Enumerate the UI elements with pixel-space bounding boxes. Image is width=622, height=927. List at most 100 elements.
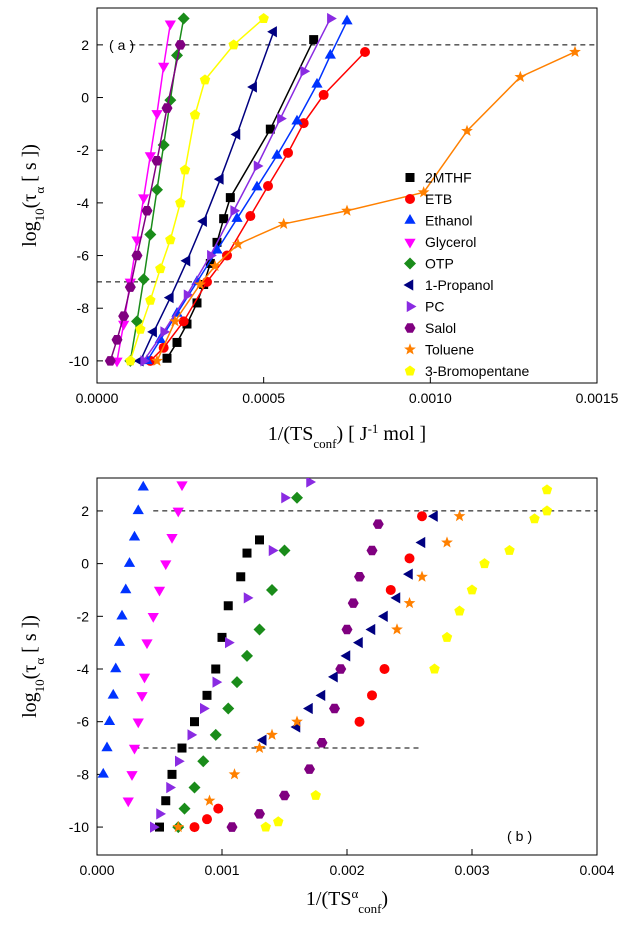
marker bbox=[180, 255, 191, 267]
legend-label: 1-Propanol bbox=[425, 277, 494, 293]
marker bbox=[354, 716, 365, 727]
marker bbox=[300, 65, 311, 77]
label-part: 1/(TS bbox=[268, 423, 314, 445]
marker bbox=[340, 650, 351, 662]
marker bbox=[441, 536, 453, 548]
marker bbox=[155, 263, 166, 274]
marker bbox=[156, 808, 166, 820]
marker bbox=[241, 649, 253, 662]
marker bbox=[281, 492, 291, 504]
legend-label: ETB bbox=[425, 191, 452, 207]
label-part: (τ bbox=[19, 665, 41, 680]
marker bbox=[131, 250, 143, 261]
marker bbox=[541, 484, 553, 495]
marker bbox=[164, 20, 176, 31]
label-part: log bbox=[19, 221, 41, 247]
plot-area bbox=[104, 12, 581, 368]
marker bbox=[479, 558, 490, 569]
legend-label: Glycerol bbox=[425, 234, 476, 250]
marker bbox=[219, 214, 229, 224]
marker bbox=[277, 217, 290, 229]
marker bbox=[266, 728, 278, 740]
y-tick-label: 0 bbox=[81, 90, 89, 106]
marker bbox=[366, 545, 378, 556]
marker bbox=[278, 544, 291, 557]
marker bbox=[253, 741, 266, 754]
legend-marker bbox=[404, 343, 416, 355]
marker bbox=[138, 673, 151, 684]
marker bbox=[150, 821, 160, 833]
marker bbox=[147, 326, 157, 338]
marker bbox=[416, 570, 428, 582]
legend-marker bbox=[406, 300, 417, 313]
marker bbox=[202, 690, 212, 700]
marker bbox=[304, 764, 315, 774]
marker bbox=[230, 128, 241, 141]
label-part: log bbox=[19, 692, 41, 718]
y-tick-label: -8 bbox=[77, 766, 90, 782]
marker bbox=[303, 702, 313, 715]
marker bbox=[212, 676, 223, 688]
marker bbox=[205, 258, 215, 268]
marker bbox=[291, 715, 303, 727]
marker bbox=[385, 584, 396, 595]
marker bbox=[194, 278, 206, 290]
marker bbox=[309, 35, 319, 45]
label-part: ) bbox=[381, 888, 388, 910]
marker bbox=[192, 298, 202, 308]
legend-label: 2MTHF bbox=[425, 170, 472, 186]
marker bbox=[265, 124, 275, 134]
marker bbox=[298, 118, 309, 129]
marker bbox=[372, 519, 384, 529]
marker bbox=[158, 62, 170, 73]
marker bbox=[131, 236, 143, 247]
marker bbox=[335, 664, 347, 674]
marker bbox=[291, 114, 303, 125]
marker bbox=[203, 794, 216, 806]
marker bbox=[172, 820, 185, 833]
marker bbox=[466, 584, 478, 595]
marker bbox=[279, 790, 290, 801]
marker bbox=[188, 781, 201, 794]
marker bbox=[569, 45, 581, 57]
legend-marker bbox=[405, 173, 415, 182]
legend-label: Toluene bbox=[425, 342, 474, 358]
marker bbox=[514, 70, 527, 83]
marker bbox=[172, 337, 182, 347]
marker bbox=[172, 507, 184, 518]
marker bbox=[116, 609, 128, 620]
marker bbox=[190, 717, 199, 727]
plot-frame bbox=[96, 7, 598, 384]
marker bbox=[189, 822, 200, 833]
marker bbox=[145, 294, 156, 305]
marker bbox=[162, 353, 172, 363]
marker bbox=[267, 26, 277, 38]
marker bbox=[138, 194, 150, 205]
label-part: α bbox=[32, 187, 47, 194]
marker bbox=[243, 592, 254, 604]
x-tick-label: 0.000 bbox=[79, 862, 114, 878]
marker bbox=[107, 688, 119, 699]
label-part: α bbox=[351, 886, 358, 901]
label-part: α bbox=[32, 658, 47, 665]
marker bbox=[209, 728, 222, 741]
marker bbox=[225, 637, 235, 649]
marker bbox=[353, 637, 363, 649]
marker bbox=[242, 548, 252, 558]
label-part: mol ] bbox=[378, 423, 426, 445]
marker bbox=[529, 513, 540, 524]
x-tick-label: 0.0015 bbox=[576, 390, 619, 406]
marker bbox=[403, 596, 416, 609]
marker bbox=[417, 511, 427, 522]
marker bbox=[118, 320, 130, 331]
marker bbox=[254, 809, 265, 819]
marker bbox=[253, 623, 266, 636]
y-tick-label: -6 bbox=[77, 714, 90, 730]
marker bbox=[151, 110, 163, 120]
label-part: (τ bbox=[19, 194, 41, 209]
label-part: conf bbox=[358, 901, 382, 916]
marker bbox=[151, 354, 163, 366]
marker bbox=[316, 738, 328, 748]
marker bbox=[541, 505, 553, 516]
marker bbox=[417, 186, 430, 198]
